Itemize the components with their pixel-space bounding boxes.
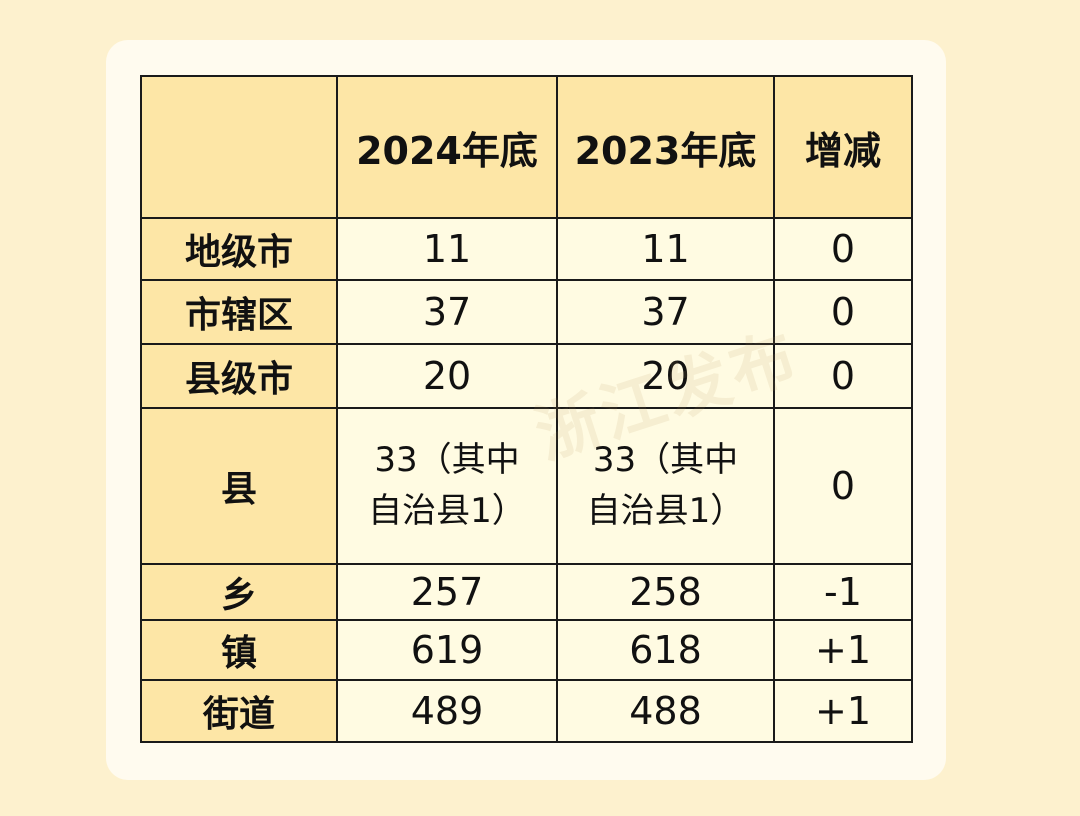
cell-2023: 20: [556, 343, 775, 409]
row-label: 地级市: [140, 217, 338, 281]
cell-2023: 11: [556, 217, 775, 281]
row-label: 街道: [140, 679, 338, 743]
table-row: 县 33（其中 自治县1） 33（其中 自治县1） 0: [140, 407, 913, 565]
cell-change: 0: [773, 407, 913, 565]
row-label: 县级市: [140, 343, 338, 409]
cell-2023: 618: [556, 619, 775, 681]
header-2024: 2024年底: [336, 75, 558, 219]
cell-2023: 33（其中 自治县1）: [556, 407, 775, 565]
corner-cell: [140, 75, 338, 219]
cell-line: 33（其中: [592, 440, 739, 480]
cell-change: -1: [773, 563, 913, 621]
table-row: 县级市 20 20 0: [140, 343, 913, 409]
cell-2024: 33（其中 自治县1）: [336, 407, 558, 565]
cell-line: 自治县1）: [368, 491, 526, 531]
cell-2024: 11: [336, 217, 558, 281]
data-table: 2024年底 2023年底 增减 地级市 11 11 0 市辖区 37 37 0…: [140, 75, 913, 743]
table-row: 乡 257 258 -1: [140, 563, 913, 621]
header-change: 增减: [773, 75, 913, 219]
header-2023: 2023年底: [556, 75, 775, 219]
cell-2024: 619: [336, 619, 558, 681]
row-label: 市辖区: [140, 279, 338, 345]
row-label: 县: [140, 407, 338, 565]
cell-2024: 489: [336, 679, 558, 743]
cell-change: 0: [773, 279, 913, 345]
cell-line: 33（其中: [374, 440, 520, 480]
table-row: 市辖区 37 37 0: [140, 279, 913, 345]
cell-change: 0: [773, 343, 913, 409]
table-row: 街道 489 488 +1: [140, 679, 913, 743]
header-row: 2024年底 2023年底 增减: [140, 75, 913, 219]
cell-2023: 258: [556, 563, 775, 621]
cell-change: 0: [773, 217, 913, 281]
cell-2024: 20: [336, 343, 558, 409]
table-row: 镇 619 618 +1: [140, 619, 913, 681]
table-row: 地级市 11 11 0: [140, 217, 913, 281]
row-label: 镇: [140, 619, 338, 681]
cell-change: +1: [773, 619, 913, 681]
cell-line: 自治县1）: [586, 491, 745, 531]
cell-2024: 37: [336, 279, 558, 345]
cell-2023: 488: [556, 679, 775, 743]
cell-2024: 257: [336, 563, 558, 621]
cell-change: +1: [773, 679, 913, 743]
row-label: 乡: [140, 563, 338, 621]
cell-2023: 37: [556, 279, 775, 345]
